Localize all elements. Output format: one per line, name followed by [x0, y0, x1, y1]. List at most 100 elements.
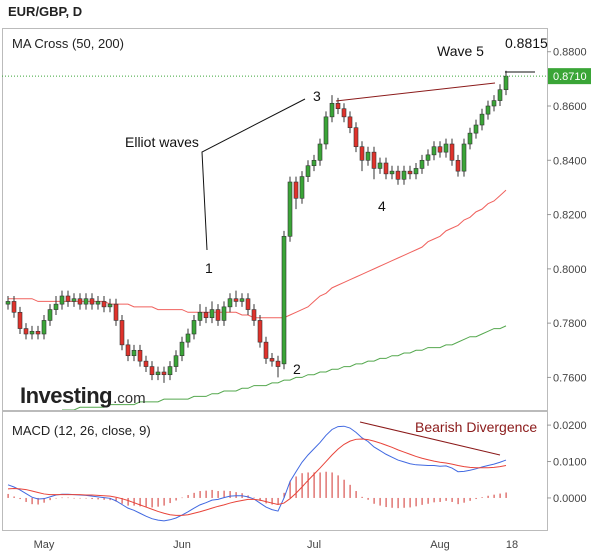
- histogram-bar: [49, 497, 51, 501]
- candle-body: [17, 311, 23, 329]
- candle-body: [257, 320, 263, 343]
- y-tick-label: 0.0200: [553, 420, 587, 432]
- candle-body: [23, 328, 29, 335]
- histogram-bar: [259, 497, 261, 501]
- candle-body: [35, 330, 41, 335]
- candle-body: [71, 298, 77, 302]
- candle-body: [53, 303, 59, 310]
- y-tick-label: 0.8000: [553, 264, 587, 276]
- last-price-box: [548, 68, 591, 85]
- candle-body: [353, 127, 359, 148]
- candle-body: [497, 89, 503, 101]
- candle-body: [305, 165, 311, 177]
- logo-suffix: .com: [113, 390, 146, 407]
- candle-body: [11, 301, 17, 313]
- candle-body: [113, 303, 119, 321]
- candle-body: [437, 146, 443, 153]
- elliot-pointer: [201, 98, 306, 251]
- histogram-bar: [91, 497, 93, 500]
- candle-body: [383, 162, 389, 175]
- candle-body: [101, 301, 107, 308]
- histogram-bar: [13, 496, 15, 498]
- candle-body: [467, 132, 473, 145]
- x-tick-label: Aug: [430, 539, 450, 551]
- candle-body: [335, 102, 341, 110]
- chart-title: EUR/GBP, D: [8, 4, 82, 19]
- histogram-bar: [25, 497, 27, 502]
- histogram-bar: [223, 490, 225, 498]
- y-tick-label: 0.7800: [553, 318, 587, 330]
- candle-body: [143, 360, 149, 367]
- candle-body: [491, 100, 497, 107]
- annotation: 1: [205, 260, 213, 276]
- annotation: 4: [378, 198, 386, 214]
- candle-body: [473, 124, 479, 134]
- histogram-bar: [163, 497, 165, 506]
- histogram-bar: [43, 497, 45, 503]
- macd-title: MACD (12, 26, close, 9): [12, 423, 151, 438]
- candle-body: [197, 311, 203, 321]
- macd-panel: [2, 411, 548, 531]
- histogram-bar: [175, 497, 177, 501]
- candle-body: [275, 360, 281, 367]
- histogram-bar: [85, 497, 87, 499]
- histogram-bar: [481, 497, 483, 498]
- candle-body: [431, 146, 437, 156]
- histogram-bar: [205, 490, 207, 498]
- histogram-bar: [193, 492, 195, 498]
- histogram-bar: [433, 497, 435, 503]
- candle-body: [461, 143, 467, 172]
- candle-body: [47, 309, 53, 321]
- candle-body: [347, 116, 353, 129]
- histogram-bar: [319, 472, 321, 498]
- candle-body: [311, 159, 317, 167]
- candle-body: [227, 298, 233, 308]
- histogram-bar: [415, 497, 417, 507]
- candle-body: [281, 235, 287, 365]
- histogram-bar: [73, 497, 75, 499]
- histogram-bar: [313, 472, 315, 498]
- candle-body: [443, 143, 449, 153]
- candle-body: [215, 309, 221, 321]
- candle-body: [59, 295, 65, 305]
- histogram-bar: [139, 497, 141, 507]
- macd-line: [7, 438, 507, 516]
- histogram-bar: [67, 497, 69, 499]
- histogram-bar: [325, 471, 327, 498]
- histogram-bar: [337, 475, 339, 498]
- histogram-bar: [451, 497, 453, 502]
- candle-body: [29, 330, 35, 335]
- histogram-bar: [403, 497, 405, 508]
- histogram-bar: [79, 497, 81, 499]
- y-tick-label: 0.8800: [553, 47, 587, 59]
- histogram-bar: [145, 497, 147, 508]
- candle-body: [233, 298, 239, 302]
- candle-body: [395, 170, 401, 180]
- annotation: Elliot waves: [125, 134, 199, 150]
- candle-body: [365, 151, 371, 161]
- histogram-bar: [439, 497, 441, 502]
- histogram-bar: [19, 497, 21, 500]
- histogram-bar: [421, 497, 423, 505]
- histogram-bar: [151, 497, 153, 508]
- logo: Investing: [20, 383, 112, 408]
- candle-body: [107, 303, 113, 308]
- candle-body: [125, 344, 131, 357]
- candle-body: [65, 295, 71, 302]
- histogram-bar: [391, 497, 393, 508]
- moving-average: [62, 325, 507, 410]
- annotation: Bearish Divergence: [415, 419, 537, 435]
- histogram-bar: [211, 489, 213, 498]
- histogram-bar: [55, 497, 57, 499]
- histogram-bar: [115, 497, 117, 502]
- histogram-bar: [307, 472, 309, 498]
- candle-body: [95, 301, 101, 305]
- histogram-bar: [445, 497, 447, 501]
- histogram-bar: [505, 492, 507, 498]
- macd-line: [7, 425, 507, 522]
- histogram-bar: [265, 497, 267, 504]
- histogram-bar: [367, 497, 369, 500]
- candle-body: [317, 143, 323, 161]
- y-tick-label: 0.0000: [553, 493, 587, 505]
- candle-body: [419, 159, 425, 169]
